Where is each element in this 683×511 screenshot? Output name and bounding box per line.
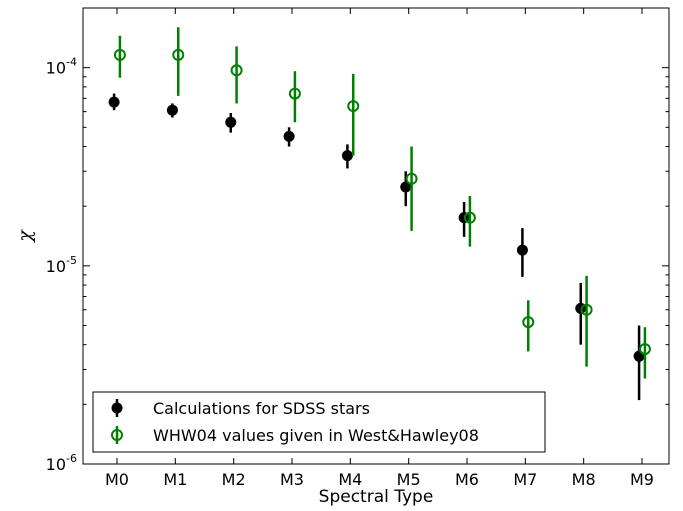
data-point [230,64,243,77]
legend-label: Calculations for SDSS stars [153,399,370,418]
data-point [405,172,418,185]
x-tick-label: M6 [455,470,479,489]
data-point [400,181,412,193]
y-axis: 10-6 10-5 10-4 [46,7,669,474]
legend-marker [111,402,123,414]
x-tick-label: M7 [513,470,537,489]
data-point [166,104,178,116]
series-1 [108,93,645,401]
plot-area [82,7,670,465]
x-axis-label: Spectral Type [319,487,434,507]
x-tick-label: M0 [105,470,129,489]
data-point [225,116,237,128]
legend-marker [111,429,123,441]
data-point [288,87,301,100]
y-tick-label: 10-4 [46,56,77,78]
data-point [516,244,528,256]
data-point [347,100,360,113]
x-tick-label: M3 [280,470,304,489]
y-axis-label: χ [14,229,36,244]
data-point [108,96,120,108]
series-layer [108,27,651,401]
data-point [172,48,185,61]
data-point [341,150,353,162]
data-point [463,211,476,224]
x-tick-label: M1 [163,470,187,489]
y-tick-label: 10-6 [46,452,77,474]
x-axis: M0 M1 M2 M3 M4 M5 M6 M7 M8 M9 [105,8,654,489]
y-tick-label: 10-5 [46,254,77,276]
data-point [580,303,593,316]
series-2 [113,27,651,379]
x-tick-label: M2 [222,470,246,489]
x-tick-label: M8 [572,470,596,489]
data-point [633,350,645,362]
x-tick-label: M9 [630,470,654,489]
legend-label: WHW04 values given in West&Hawley08 [153,426,479,445]
data-point [283,130,295,142]
legend-box [92,391,546,453]
data-point [522,316,535,329]
data-point [113,48,126,61]
legend: Calculations for SDSS stars WHW04 values … [92,391,546,453]
data-point [638,343,651,356]
x-tick-label: M4 [338,470,362,489]
x-tick-label: M5 [397,470,421,489]
